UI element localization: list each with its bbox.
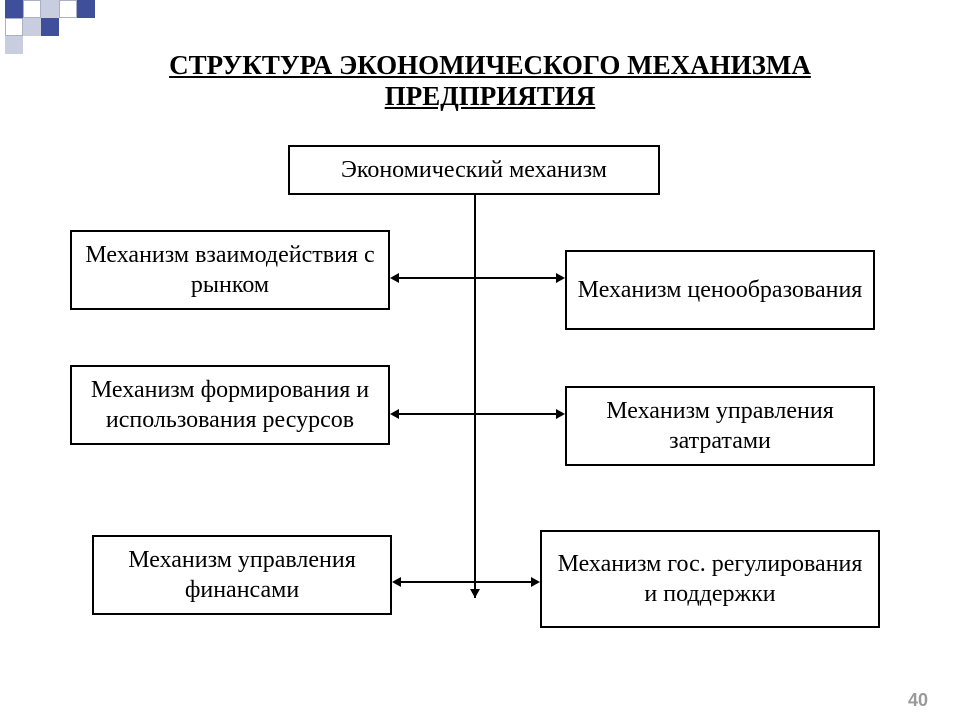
- page-number-text: 40: [908, 690, 928, 710]
- node-gov-label: Механизм гос. регулирования и поддержки: [550, 549, 870, 609]
- node-pricing-label: Механизм ценообразования: [578, 275, 863, 305]
- node-root: Экономический механизм: [288, 145, 660, 195]
- decor-square: [23, 18, 41, 36]
- node-gov: Механизм гос. регулирования и поддержки: [540, 530, 880, 628]
- node-root-label: Экономический механизм: [341, 155, 607, 185]
- decor-square: [77, 0, 95, 18]
- node-costs-label: Механизм управления затратами: [575, 396, 865, 456]
- node-resources: Механизм формирования и использования ре…: [70, 365, 390, 445]
- decor-square: [41, 18, 59, 36]
- page-title: СТРУКТУРА ЭКОНОМИЧЕСКОГО МЕХАНИЗМА ПРЕДП…: [100, 50, 880, 112]
- node-market-label: Механизм взаимодействия с рынком: [80, 240, 380, 300]
- page-number: 40: [908, 690, 928, 711]
- node-finance: Механизм управления финансами: [92, 535, 392, 615]
- title-line2: ПРЕДПРИЯТИЯ: [385, 81, 596, 111]
- decor-square: [5, 0, 23, 18]
- node-pricing: Механизм ценообразования: [565, 250, 875, 330]
- title-line1: СТРУКТУРА ЭКОНОМИЧЕСКОГО МЕХАНИЗМА: [169, 50, 811, 80]
- decor-square: [5, 36, 23, 54]
- decor-square: [23, 0, 41, 18]
- node-market: Механизм взаимодействия с рынком: [70, 230, 390, 310]
- decor-square: [5, 18, 23, 36]
- decor-square: [41, 0, 59, 18]
- node-finance-label: Механизм управления финансами: [102, 545, 382, 605]
- node-costs: Механизм управления затратами: [565, 386, 875, 466]
- node-resources-label: Механизм формирования и использования ре…: [80, 375, 380, 435]
- decor-square: [59, 0, 77, 18]
- diagram-canvas: { "title": { "line1": "СТРУКТУРА ЭКОНОМИ…: [0, 0, 960, 720]
